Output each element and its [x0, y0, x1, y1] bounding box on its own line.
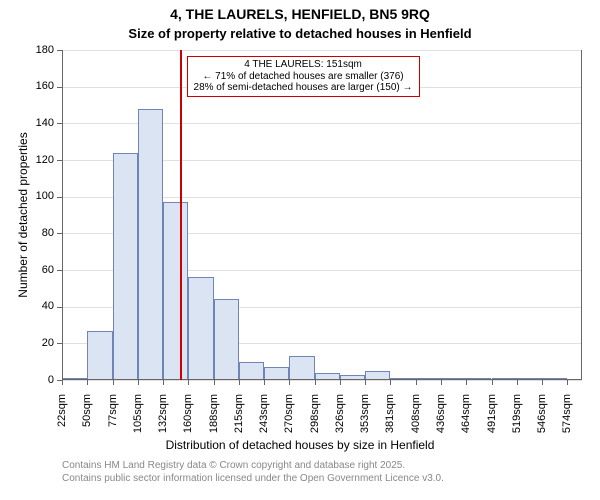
x-tick-mark	[340, 380, 341, 385]
grid-line	[62, 380, 582, 381]
x-tick-label: 353sqm	[359, 394, 371, 444]
footer-attribution: Contains HM Land Registry data © Crown c…	[62, 460, 444, 485]
callout-box: 4 THE LAURELS: 151sqm← 71% of detached h…	[187, 56, 420, 97]
y-tick-label: 80	[24, 227, 54, 239]
y-tick-label: 60	[24, 264, 54, 276]
x-tick-mark	[542, 380, 543, 385]
y-tick-mark	[57, 160, 62, 161]
x-tick-mark	[567, 380, 568, 385]
histogram-bar	[289, 356, 314, 380]
x-tick-label: 132sqm	[157, 394, 169, 444]
x-tick-label: 160sqm	[182, 394, 194, 444]
x-tick-mark	[264, 380, 265, 385]
x-tick-label: 105sqm	[132, 394, 144, 444]
x-tick-mark	[188, 380, 189, 385]
plot-area: 4 THE LAURELS: 151sqm← 71% of detached h…	[62, 50, 582, 380]
x-tick-mark	[517, 380, 518, 385]
x-tick-label: 464sqm	[460, 394, 472, 444]
x-tick-mark	[365, 380, 366, 385]
y-tick-mark	[57, 343, 62, 344]
x-tick-mark	[466, 380, 467, 385]
x-tick-label: 50sqm	[81, 394, 93, 444]
x-tick-mark	[138, 380, 139, 385]
x-tick-mark	[163, 380, 164, 385]
reference-line	[180, 50, 182, 380]
x-tick-label: 215sqm	[233, 394, 245, 444]
footer-line-1: Contains HM Land Registry data © Crown c…	[62, 460, 444, 473]
y-tick-label: 160	[24, 80, 54, 92]
x-axis-line	[62, 379, 582, 380]
y-tick-label: 180	[24, 44, 54, 56]
y-tick-mark	[57, 123, 62, 124]
y-tick-label: 0	[24, 374, 54, 386]
x-tick-mark	[62, 380, 63, 385]
x-tick-label: 188sqm	[208, 394, 220, 444]
x-tick-mark	[289, 380, 290, 385]
y-tick-label: 40	[24, 300, 54, 312]
x-tick-mark	[416, 380, 417, 385]
histogram-bar	[188, 277, 213, 380]
x-tick-label: 243sqm	[258, 394, 270, 444]
y-axis-line	[62, 50, 63, 380]
x-tick-label: 381sqm	[384, 394, 396, 444]
histogram-bar	[138, 109, 163, 380]
chart-title: 4, THE LAURELS, HENFIELD, BN5 9RQ	[0, 6, 600, 22]
x-tick-mark	[239, 380, 240, 385]
x-tick-mark	[214, 380, 215, 385]
y-tick-label: 100	[24, 190, 54, 202]
x-tick-label: 298sqm	[309, 394, 321, 444]
histogram-bar	[113, 153, 138, 380]
histogram-bar	[163, 202, 188, 380]
y-tick-mark	[57, 87, 62, 88]
y-tick-label: 140	[24, 117, 54, 129]
y-axis-label: Number of detached properties	[16, 50, 30, 380]
callout-line: ← 71% of detached houses are smaller (37…	[194, 71, 413, 83]
grid-line	[62, 50, 582, 51]
x-tick-label: 270sqm	[283, 394, 295, 444]
x-tick-label: 22sqm	[56, 394, 68, 444]
x-tick-label: 436sqm	[435, 394, 447, 444]
y-tick-mark	[57, 307, 62, 308]
x-tick-mark	[390, 380, 391, 385]
callout-line: 28% of semi-detached houses are larger (…	[194, 82, 413, 94]
chart-subtitle: Size of property relative to detached ho…	[0, 26, 600, 41]
y-tick-mark	[57, 270, 62, 271]
y-tick-mark	[57, 197, 62, 198]
x-tick-mark	[492, 380, 493, 385]
x-tick-label: 408sqm	[410, 394, 422, 444]
right-axis-line	[581, 50, 582, 380]
histogram-bar	[87, 331, 112, 381]
y-tick-mark	[57, 233, 62, 234]
x-tick-label: 519sqm	[511, 394, 523, 444]
x-tick-label: 546sqm	[536, 394, 548, 444]
x-tick-mark	[315, 380, 316, 385]
x-tick-mark	[441, 380, 442, 385]
footer-line-2: Contains public sector information licen…	[62, 473, 444, 486]
y-tick-label: 20	[24, 337, 54, 349]
histogram-bar	[239, 362, 264, 380]
y-tick-mark	[57, 50, 62, 51]
y-tick-label: 120	[24, 154, 54, 166]
x-tick-mark	[113, 380, 114, 385]
callout-line: 4 THE LAURELS: 151sqm	[194, 59, 413, 71]
x-tick-label: 326sqm	[334, 394, 346, 444]
x-tick-mark	[87, 380, 88, 385]
x-tick-label: 574sqm	[561, 394, 573, 444]
x-tick-label: 491sqm	[486, 394, 498, 444]
histogram-bar	[214, 299, 239, 380]
x-tick-label: 77sqm	[107, 394, 119, 444]
